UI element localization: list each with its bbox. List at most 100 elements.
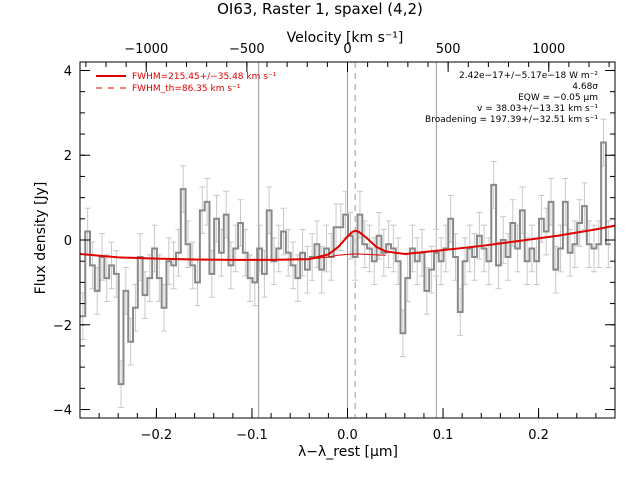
data-point	[564, 201, 566, 203]
data-point	[602, 141, 605, 144]
data-point	[407, 277, 409, 279]
data-point	[321, 269, 323, 271]
x-tick-label: 0.1	[433, 428, 454, 443]
data-point	[440, 260, 442, 262]
data-point	[153, 247, 156, 250]
data-point	[402, 332, 404, 334]
data-point	[216, 218, 218, 220]
data-point	[397, 260, 399, 262]
data-point	[87, 230, 89, 233]
top-axis-title: Velocity [km s⁻¹]	[287, 30, 404, 46]
data-point	[225, 213, 227, 216]
data-point	[182, 188, 184, 190]
data-point	[526, 260, 528, 262]
data-point	[411, 247, 414, 250]
continuum-fit-line	[309, 253, 386, 260]
annotation-eqw: EQW = −0.05 μm	[518, 93, 598, 103]
data-point	[559, 247, 562, 250]
top-tick-label: −500	[229, 42, 265, 57]
data-point	[325, 247, 328, 250]
top-tick-label: −1000	[124, 42, 168, 57]
data-point	[579, 222, 581, 224]
data-point	[220, 252, 222, 254]
data-point	[454, 256, 457, 258]
data-point	[306, 269, 308, 271]
x-tick-label: 0.0	[337, 428, 358, 443]
gaussian-fit-line	[79, 224, 616, 261]
data-point	[507, 256, 509, 258]
x-tick-label: 0.2	[528, 428, 549, 443]
annotation-flux: 2.42e−17+/−5.17e−18 W m⁻²	[459, 71, 598, 81]
data-point	[115, 273, 117, 275]
data-point	[464, 260, 466, 262]
annotations: 2.42e−17+/−5.17e−18 W m⁻² 4.68σ EQW = −0…	[425, 71, 598, 125]
data-point	[569, 252, 571, 254]
data-point	[230, 264, 232, 267]
y-tick-label: 2	[64, 149, 72, 164]
top-tick-label: 500	[436, 42, 461, 57]
data-point	[340, 226, 342, 228]
data-point	[368, 247, 371, 250]
data-point	[239, 222, 242, 224]
data-point	[607, 243, 609, 245]
y-tick-label: 4	[64, 64, 72, 79]
data-point	[536, 260, 538, 262]
data-point	[555, 269, 557, 271]
data-point	[545, 230, 547, 233]
data-point	[144, 294, 146, 296]
annotation-velocity: v = 38.03+/−13.31 km s⁻¹	[477, 104, 598, 114]
data-point	[130, 341, 132, 343]
data-point	[430, 269, 433, 271]
data-point	[106, 277, 108, 279]
data-point	[187, 243, 189, 245]
data-point	[483, 247, 485, 250]
data-point	[110, 264, 113, 267]
data-point	[211, 273, 213, 275]
data-point	[478, 235, 480, 237]
x-tick-label: −0.2	[141, 428, 173, 443]
data-point	[149, 277, 151, 279]
data-point	[359, 213, 361, 216]
legend: FWHM=215.45+/−35.48 km s⁻¹ FWHM_th=86.35…	[96, 72, 277, 94]
data-point	[450, 218, 452, 220]
data-point	[364, 243, 366, 245]
data-point	[445, 247, 447, 250]
chart-title: OI63, Raster 1, spaxel (4,2)	[217, 0, 423, 18]
data-point	[91, 264, 94, 267]
data-point	[497, 264, 500, 267]
data-point	[125, 290, 127, 292]
data-point	[383, 252, 385, 254]
data-point	[316, 243, 318, 245]
y-tick-label: −2	[53, 319, 72, 334]
annotation-sigma: 4.68σ	[572, 82, 598, 92]
data-point	[378, 235, 380, 237]
axes-layer: −0.2 −0.1 0.0 0.1 0.2 −4 −2 0 2 4 −1000 −500 0 500 100…	[53, 42, 616, 443]
data-point	[287, 252, 289, 254]
data-point	[301, 252, 304, 254]
data-point	[473, 256, 476, 258]
data-point	[387, 243, 390, 245]
data-point	[521, 209, 523, 211]
data-point	[168, 260, 170, 262]
series-layer	[79, 118, 616, 408]
data-point	[502, 239, 504, 241]
data-point	[516, 247, 519, 250]
data-point	[273, 260, 275, 262]
y-tick-label: 0	[64, 234, 72, 249]
data-point	[235, 247, 237, 250]
data-point	[282, 230, 285, 233]
data-point	[416, 260, 418, 262]
data-point	[488, 260, 490, 262]
y-axis-title: Flux density [Jy]	[33, 182, 49, 295]
data-point	[192, 264, 194, 267]
data-point	[583, 205, 586, 207]
x-axis-title: λ−λ_rest [μm]	[298, 444, 398, 460]
data-point	[201, 209, 203, 211]
data-point	[263, 273, 265, 275]
data-point	[598, 243, 600, 245]
data-point	[82, 315, 84, 317]
data-point	[120, 383, 122, 385]
legend-label-fwhm-th: FWHM_th=86.35 km s⁻¹	[132, 84, 241, 94]
data-point	[158, 277, 160, 279]
